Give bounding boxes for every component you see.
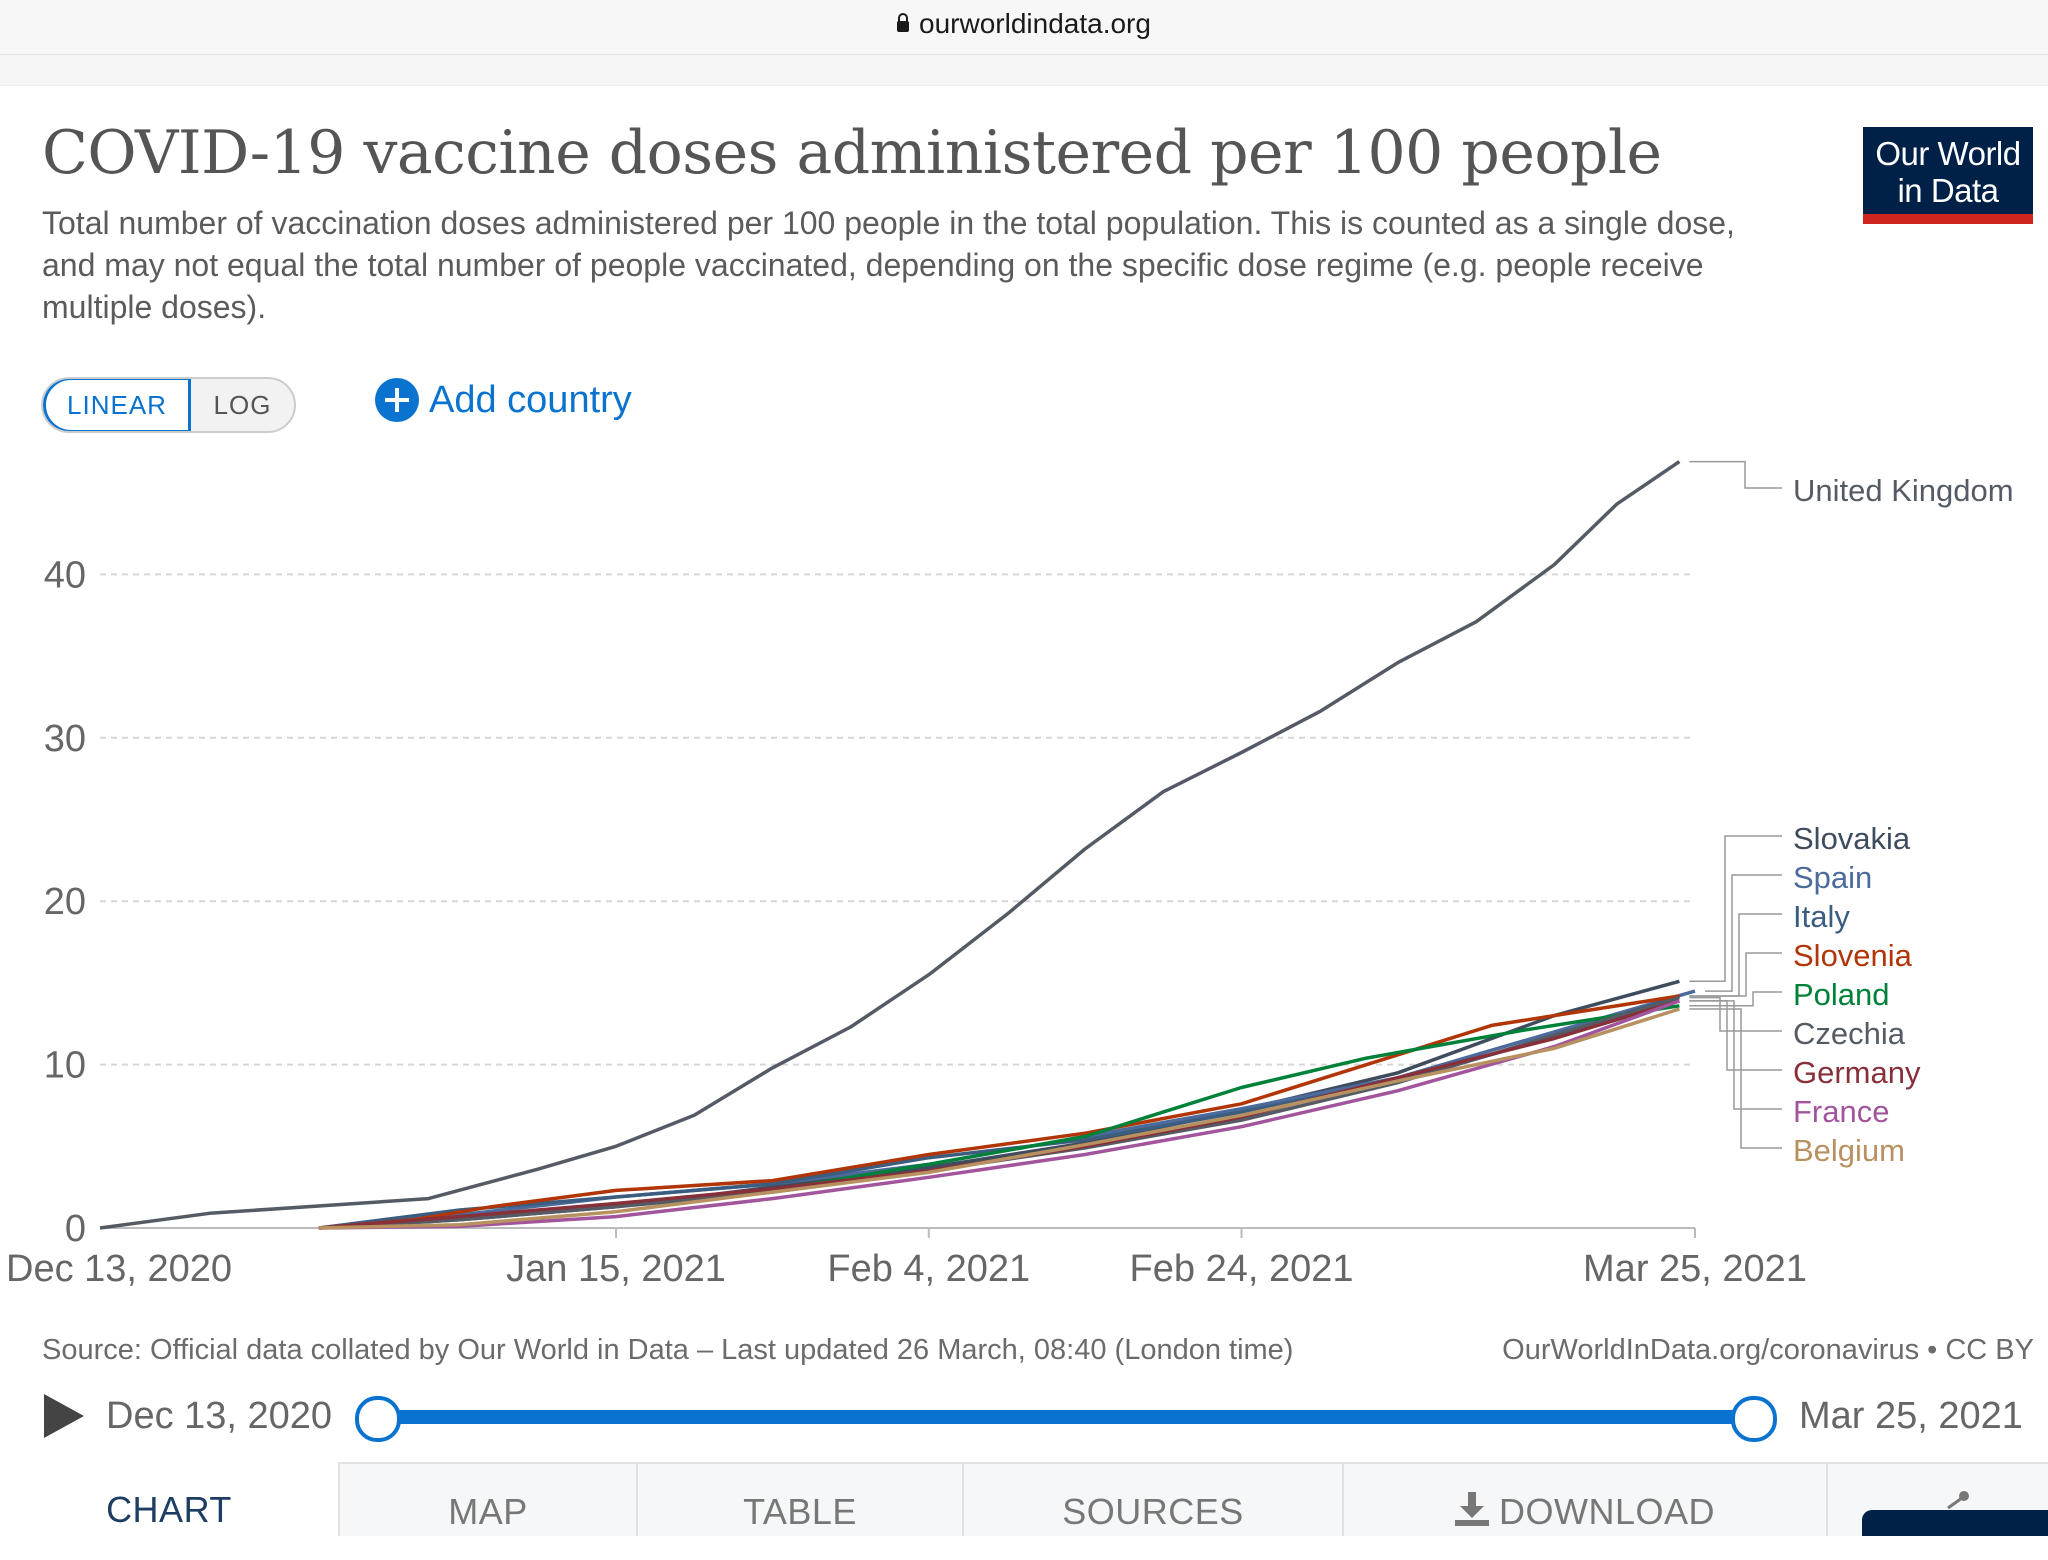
legend-label-spain[interactable]: Spain	[1793, 860, 1872, 895]
legend-connector	[1689, 1008, 1782, 1149]
lock-icon	[897, 13, 910, 32]
y-tick-label: 30	[44, 718, 86, 760]
browser-toolbar-strip	[0, 55, 2048, 86]
series-line-france[interactable]	[318, 999, 1681, 1230]
series-line-belgium[interactable]	[318, 1007, 1680, 1230]
plus-circle-icon	[375, 378, 419, 422]
x-tick-label: Mar 25, 2021	[1583, 1248, 1807, 1290]
legend-label-belgium[interactable]: Belgium	[1793, 1133, 1905, 1168]
log-scale-button[interactable]: LOG	[213, 390, 272, 420]
linear-scale-button[interactable]: LINEAR	[43, 379, 191, 431]
x-tick-label: Dec 13, 2020	[6, 1248, 232, 1290]
add-country-label: Add country	[429, 378, 632, 421]
tab-table[interactable]: TABLE	[636, 1462, 962, 1536]
legend-label-slovenia[interactable]: Slovenia	[1793, 938, 1913, 973]
legend-connector	[1689, 1000, 1782, 1071]
share-button[interactable]	[1862, 1510, 2048, 1536]
series-line-slovakia[interactable]	[318, 979, 1680, 1230]
legend-label-united-kingdom[interactable]: United Kingdom	[1793, 473, 2014, 508]
logo-line-2: in Data	[1897, 172, 1999, 209]
chart-title: COVID-19 vaccine doses administered per …	[42, 118, 1662, 188]
legend-connector	[1689, 913, 1782, 997]
timeline-slider-track[interactable]	[376, 1410, 1752, 1424]
legend-label-germany[interactable]: Germany	[1793, 1055, 1921, 1090]
share-icon	[1947, 1491, 1969, 1510]
url-display[interactable]: ourworldindata.org	[0, 8, 2048, 40]
series-line-slovenia[interactable]	[318, 994, 1680, 1230]
y-tick-label: 10	[44, 1045, 86, 1087]
owid-logo[interactable]: Our World in Data	[1863, 127, 2033, 224]
tab-chart[interactable]: CHART	[0, 1462, 338, 1536]
chart-tabs: CHART MAP TABLE SOURCES DOWNLOAD	[0, 1462, 2048, 1536]
y-tick-label: 0	[65, 1208, 86, 1250]
chart-subtitle: Total number of vaccination doses admini…	[42, 205, 1735, 325]
x-tick-label: Feb 4, 2021	[827, 1248, 1030, 1290]
browser-address-bar[interactable]: ourworldindata.org	[0, 0, 2048, 55]
logo-line-1: Our World	[1875, 135, 2021, 172]
legend-connector	[1689, 835, 1782, 983]
source-note[interactable]: Source: Official data collated by Our Wo…	[42, 1334, 1294, 1366]
timeline-start-handle[interactable]	[355, 1396, 401, 1442]
legend-label-poland[interactable]: Poland	[1793, 977, 1890, 1012]
x-tick-label: Feb 24, 2021	[1130, 1248, 1354, 1290]
legend-label-italy[interactable]: Italy	[1793, 899, 1850, 934]
timeline-end-handle[interactable]	[1731, 1396, 1777, 1442]
series-line-germany[interactable]	[318, 999, 1680, 1230]
download-icon	[1454, 1492, 1489, 1526]
legend-connector	[1689, 991, 1782, 1007]
download-label: DOWNLOAD	[1498, 1491, 1715, 1532]
timeline-end-date: Mar 25, 2021	[1799, 1395, 2023, 1437]
scale-toggle: LINEAR LOG	[41, 377, 296, 433]
series-line-united-kingdom[interactable]	[99, 460, 1681, 1230]
line-chart: 0 10 20 30 40 Dec 13, 2020 Jan 15, 2021 Feb 4, …	[6, 460, 2014, 1290]
x-tick-label: Jan 15, 2021	[506, 1248, 726, 1290]
tab-map[interactable]: MAP	[338, 1462, 636, 1536]
legend-label-france[interactable]: France	[1793, 1094, 1889, 1129]
add-country-button[interactable]: Add country	[375, 375, 632, 425]
legend-label-czechia[interactable]: Czechia	[1793, 1016, 1906, 1051]
url-text: ourworldindata.org	[919, 8, 1151, 39]
legend-connector	[1705, 874, 1782, 992]
y-tick-label: 20	[44, 881, 86, 923]
legend-connector	[1689, 952, 1782, 997]
play-icon[interactable]	[44, 1394, 84, 1438]
timeline-start-date: Dec 13, 2020	[106, 1395, 333, 1437]
legend-connector	[1689, 1000, 1782, 1110]
tab-sources[interactable]: SOURCES	[962, 1462, 1342, 1536]
legend-label-slovakia[interactable]: Slovakia	[1793, 821, 1911, 856]
series-line-poland[interactable]	[318, 1004, 1680, 1230]
y-tick-label: 40	[44, 554, 86, 596]
legend-connector	[1689, 996, 1782, 1032]
tab-download[interactable]: DOWNLOAD	[1342, 1462, 1826, 1536]
license-link[interactable]: OurWorldInData.org/coronavirus • CC BY	[1502, 1334, 2034, 1366]
legend-connector	[1689, 460, 1782, 489]
